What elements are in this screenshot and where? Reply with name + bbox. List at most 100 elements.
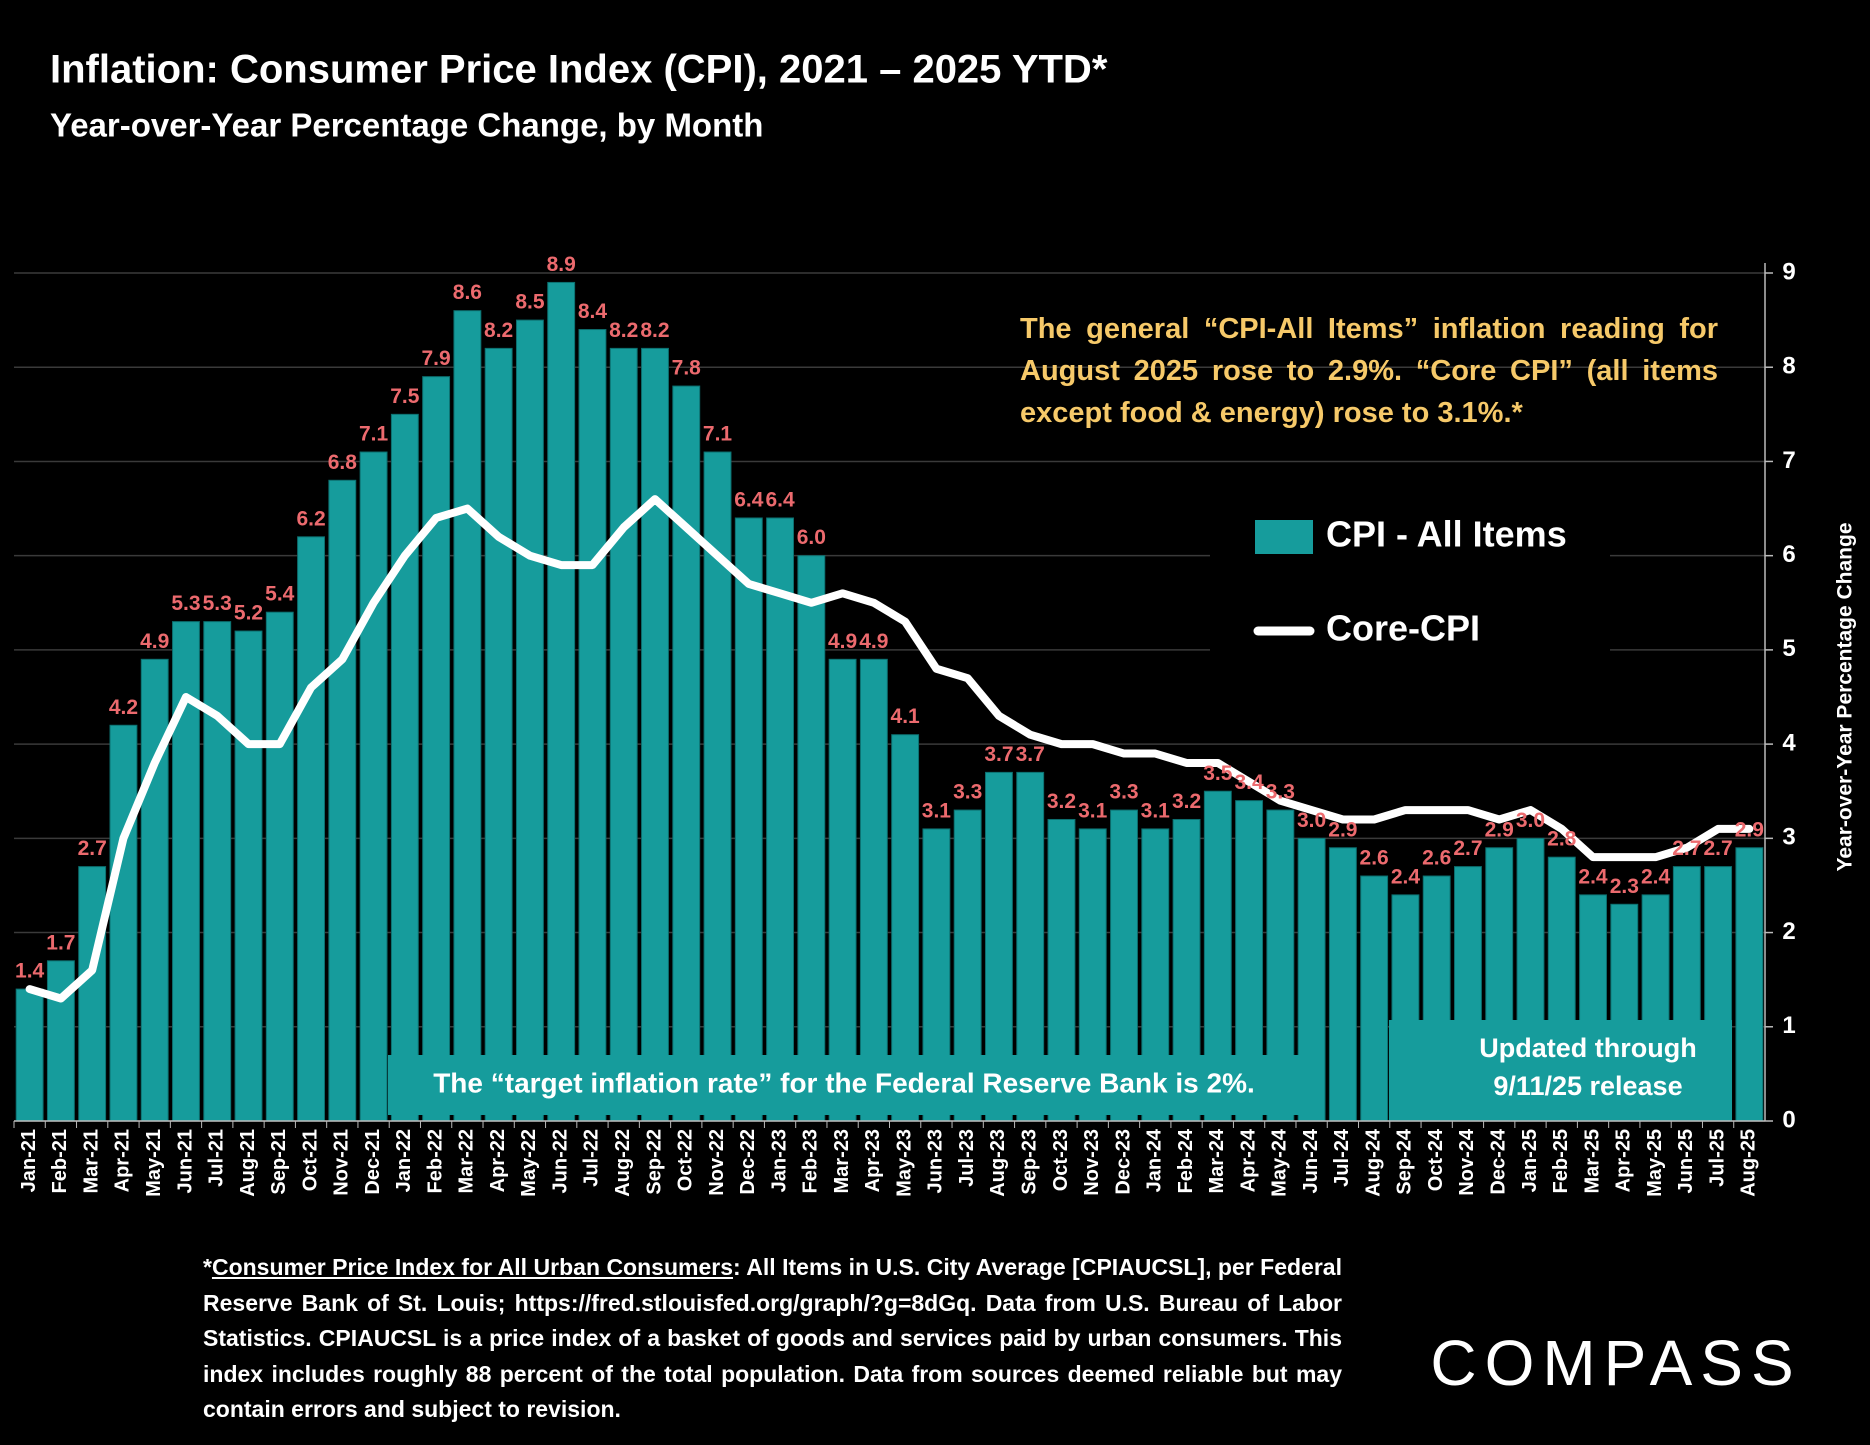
bar	[484, 347, 513, 1122]
value-label: 2.4	[1391, 865, 1421, 888]
value-label: 2.7	[1703, 837, 1732, 860]
x-tick-label: Sep-22	[643, 1129, 665, 1195]
value-label: 2.8	[1547, 828, 1577, 851]
bar	[1297, 837, 1326, 1122]
value-label: 7.5	[390, 385, 420, 408]
footnote: *Consumer Price Index for All Urban Cons…	[203, 1250, 1342, 1428]
legend-label: Core-CPI	[1326, 608, 1480, 649]
x-tick-label: Oct-23	[1050, 1129, 1072, 1191]
value-label: 8.6	[453, 281, 482, 304]
x-tick-label: Aug-22	[612, 1129, 634, 1197]
x-tick-label: Jul-24	[1331, 1128, 1353, 1187]
x-tick-label: Nov-22	[706, 1129, 728, 1196]
labels: 1.41.72.74.24.95.3 5.3 5.25.46.26.87.17.57…	[15, 253, 1764, 983]
annotation-updated: 9/11/25 release	[1493, 1071, 1682, 1101]
value-label: 8.9	[547, 253, 576, 276]
value-label: 2.6	[1360, 847, 1389, 870]
bar	[140, 658, 169, 1122]
bar	[609, 347, 638, 1122]
bar	[1735, 847, 1764, 1122]
bar	[265, 611, 294, 1122]
value-label: 2.4	[1578, 865, 1608, 888]
value-label: 2.7	[1453, 837, 1482, 860]
x-tick-label: Feb-23	[800, 1129, 822, 1193]
footnote-link: Consumer Price Index for All Urban Consu…	[211, 1254, 733, 1280]
updated-box	[1389, 1020, 1732, 1121]
x-tick-label: Aug-25	[1738, 1129, 1760, 1197]
value-label: 3.1	[922, 799, 952, 822]
footnote-prefix: *	[203, 1254, 212, 1280]
x-tick-label: Jan-22	[393, 1129, 415, 1192]
x-tick-label: May-22	[518, 1129, 540, 1197]
annotation-note: The general “CPI-All Items” inflation re…	[1020, 313, 1718, 429]
y-tick-label: 6	[1782, 541, 1795, 568]
x-tick-label: Jun-23	[925, 1129, 947, 1193]
bar	[641, 347, 669, 1122]
y-tick-label: 8	[1782, 353, 1795, 380]
value-label: 7.1	[359, 423, 389, 446]
value-label: 4.2	[109, 696, 138, 719]
value-label: 2.7	[1672, 837, 1701, 860]
value-label: 3.4	[1234, 771, 1264, 794]
bar	[828, 658, 857, 1122]
x-tick-label: Jul-23	[956, 1129, 978, 1187]
value-label: 8.5	[515, 291, 545, 314]
legend-swatch	[1255, 520, 1313, 554]
x-tick-label: Mar-25	[1581, 1129, 1603, 1193]
x-tick-label: May-25	[1644, 1129, 1666, 1197]
y-tick-label: 0	[1782, 1106, 1795, 1133]
value-label: 3.2	[1172, 790, 1201, 813]
x-tick-label: Jan-23	[768, 1129, 790, 1192]
bar	[547, 281, 576, 1122]
value-label: 8.2	[484, 319, 513, 342]
y-tick-label: 3	[1782, 824, 1795, 851]
bar	[453, 310, 482, 1122]
x-tick-label: Sep-24	[1394, 1128, 1416, 1194]
x-tick-label: Jul-21	[206, 1129, 228, 1187]
value-label: 5.3	[203, 592, 232, 615]
boxes: The “target inflation rate” for the Fede…	[388, 1020, 1732, 1121]
value-label: 2.9	[1735, 818, 1764, 841]
x-tick-label: Aug-24	[1362, 1128, 1384, 1197]
value-label: 6.8	[328, 451, 358, 474]
y-tick-label: 1	[1782, 1012, 1795, 1039]
x-tick-label: Nov-24	[1456, 1128, 1478, 1196]
x-tick-label: Aug-23	[987, 1129, 1009, 1197]
y-tick-label: 4	[1782, 729, 1796, 756]
value-label: 2.3	[1610, 875, 1639, 898]
annotation-updated: Updated through	[1479, 1033, 1696, 1063]
value-label: 6.4	[734, 489, 764, 512]
x-tick-label: Mar-22	[456, 1129, 478, 1193]
value-label: 6.0	[797, 526, 826, 549]
x-tick-label: Nov-21	[331, 1129, 353, 1196]
y-tick-label: 7	[1782, 447, 1795, 474]
x-tick-label: Jun-25	[1675, 1129, 1697, 1193]
bar	[578, 329, 607, 1122]
x-tick-label: Feb-24	[1175, 1128, 1197, 1193]
value-label: 4.9	[828, 630, 857, 653]
value-label: 2.9	[1328, 818, 1357, 841]
value-label: 7.9	[422, 347, 451, 370]
x-tick-label: Jun-21	[174, 1129, 196, 1193]
value-label: 3.0	[1297, 809, 1326, 832]
value-label: 3.3	[953, 781, 982, 804]
x-tick-label: Apr-23	[862, 1129, 884, 1192]
x-tick-label: Jun-22	[549, 1129, 571, 1193]
x-tick-label: May-23	[893, 1129, 915, 1197]
value-label: 1.4	[15, 960, 45, 983]
x-tick-label: Apr-22	[487, 1129, 509, 1192]
chart-title: Inflation: Consumer Price Index (CPI), 2…	[50, 48, 1108, 92]
x-tick-label: Apr-24	[1237, 1128, 1259, 1192]
bar	[15, 988, 44, 1122]
x-tick-label: Jan-24	[1144, 1128, 1166, 1192]
x-tick-label: Nov-23	[1081, 1129, 1103, 1196]
x-tick-label: Feb-25	[1550, 1129, 1572, 1193]
x-tick-label: Feb-22	[424, 1129, 446, 1193]
x-tick-label: Sep-21	[268, 1129, 290, 1195]
footnote-text: : All Items in U.S. City Average [CPIAUC…	[203, 1254, 1342, 1422]
value-label: 8.2	[640, 319, 669, 342]
value-label: 1.7	[46, 931, 75, 954]
x-tick-label: May-24	[1269, 1128, 1291, 1197]
bar	[78, 866, 107, 1122]
y-tick-label: 2	[1782, 918, 1795, 945]
